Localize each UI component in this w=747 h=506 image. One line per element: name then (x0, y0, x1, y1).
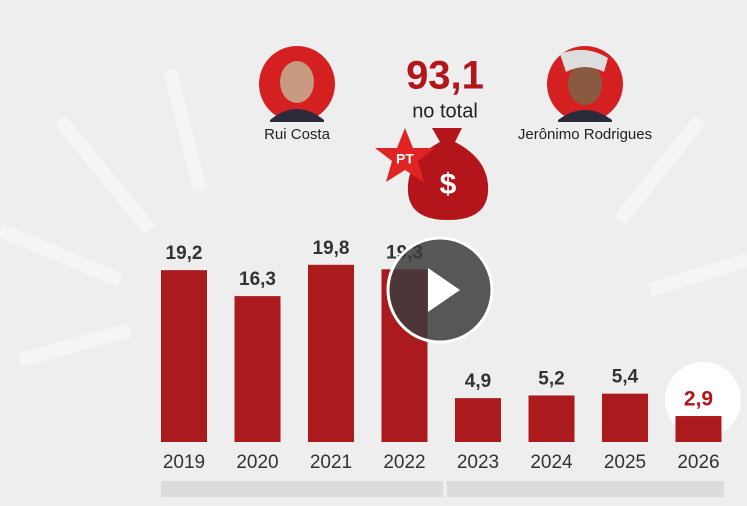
currency-symbol: $ (440, 168, 457, 201)
value-label: 19,8 (313, 238, 350, 259)
x-tick-label: 2025 (604, 452, 646, 473)
party-label: PT (396, 151, 414, 167)
period-band (161, 481, 443, 497)
x-tick-label: 2021 (310, 452, 352, 473)
value-label: 16,3 (239, 269, 276, 290)
x-tick-label: 2023 (457, 452, 499, 473)
x-tick-label: 2022 (383, 452, 425, 473)
total-value: 93,1 (406, 54, 484, 98)
person-name: Rui Costa (264, 126, 331, 143)
x-tick-label: 2026 (677, 452, 719, 473)
value-label: 5,2 (538, 368, 564, 389)
bar (528, 395, 575, 442)
bar (602, 393, 648, 442)
person-photo (259, 46, 335, 122)
x-tick-label: 2019 (163, 452, 205, 473)
value-label: 19,2 (166, 243, 203, 264)
bar (675, 416, 722, 442)
person-photo (547, 46, 623, 122)
bar (455, 398, 501, 442)
bar (308, 264, 354, 442)
bar (234, 296, 281, 442)
x-tick-label: 2020 (236, 452, 278, 473)
value-label: 4,9 (465, 371, 491, 392)
background-rays (0, 68, 747, 367)
person-name: Jerônimo Rodrigues (518, 126, 652, 143)
x-tick-label: 2024 (530, 452, 573, 473)
play-button[interactable] (386, 236, 494, 344)
value-label: 2,9 (684, 388, 713, 411)
total-caption: no total (412, 100, 478, 122)
value-label: 5,4 (612, 367, 639, 388)
bar (161, 270, 207, 442)
period-band (447, 481, 724, 497)
party-star (375, 128, 435, 182)
